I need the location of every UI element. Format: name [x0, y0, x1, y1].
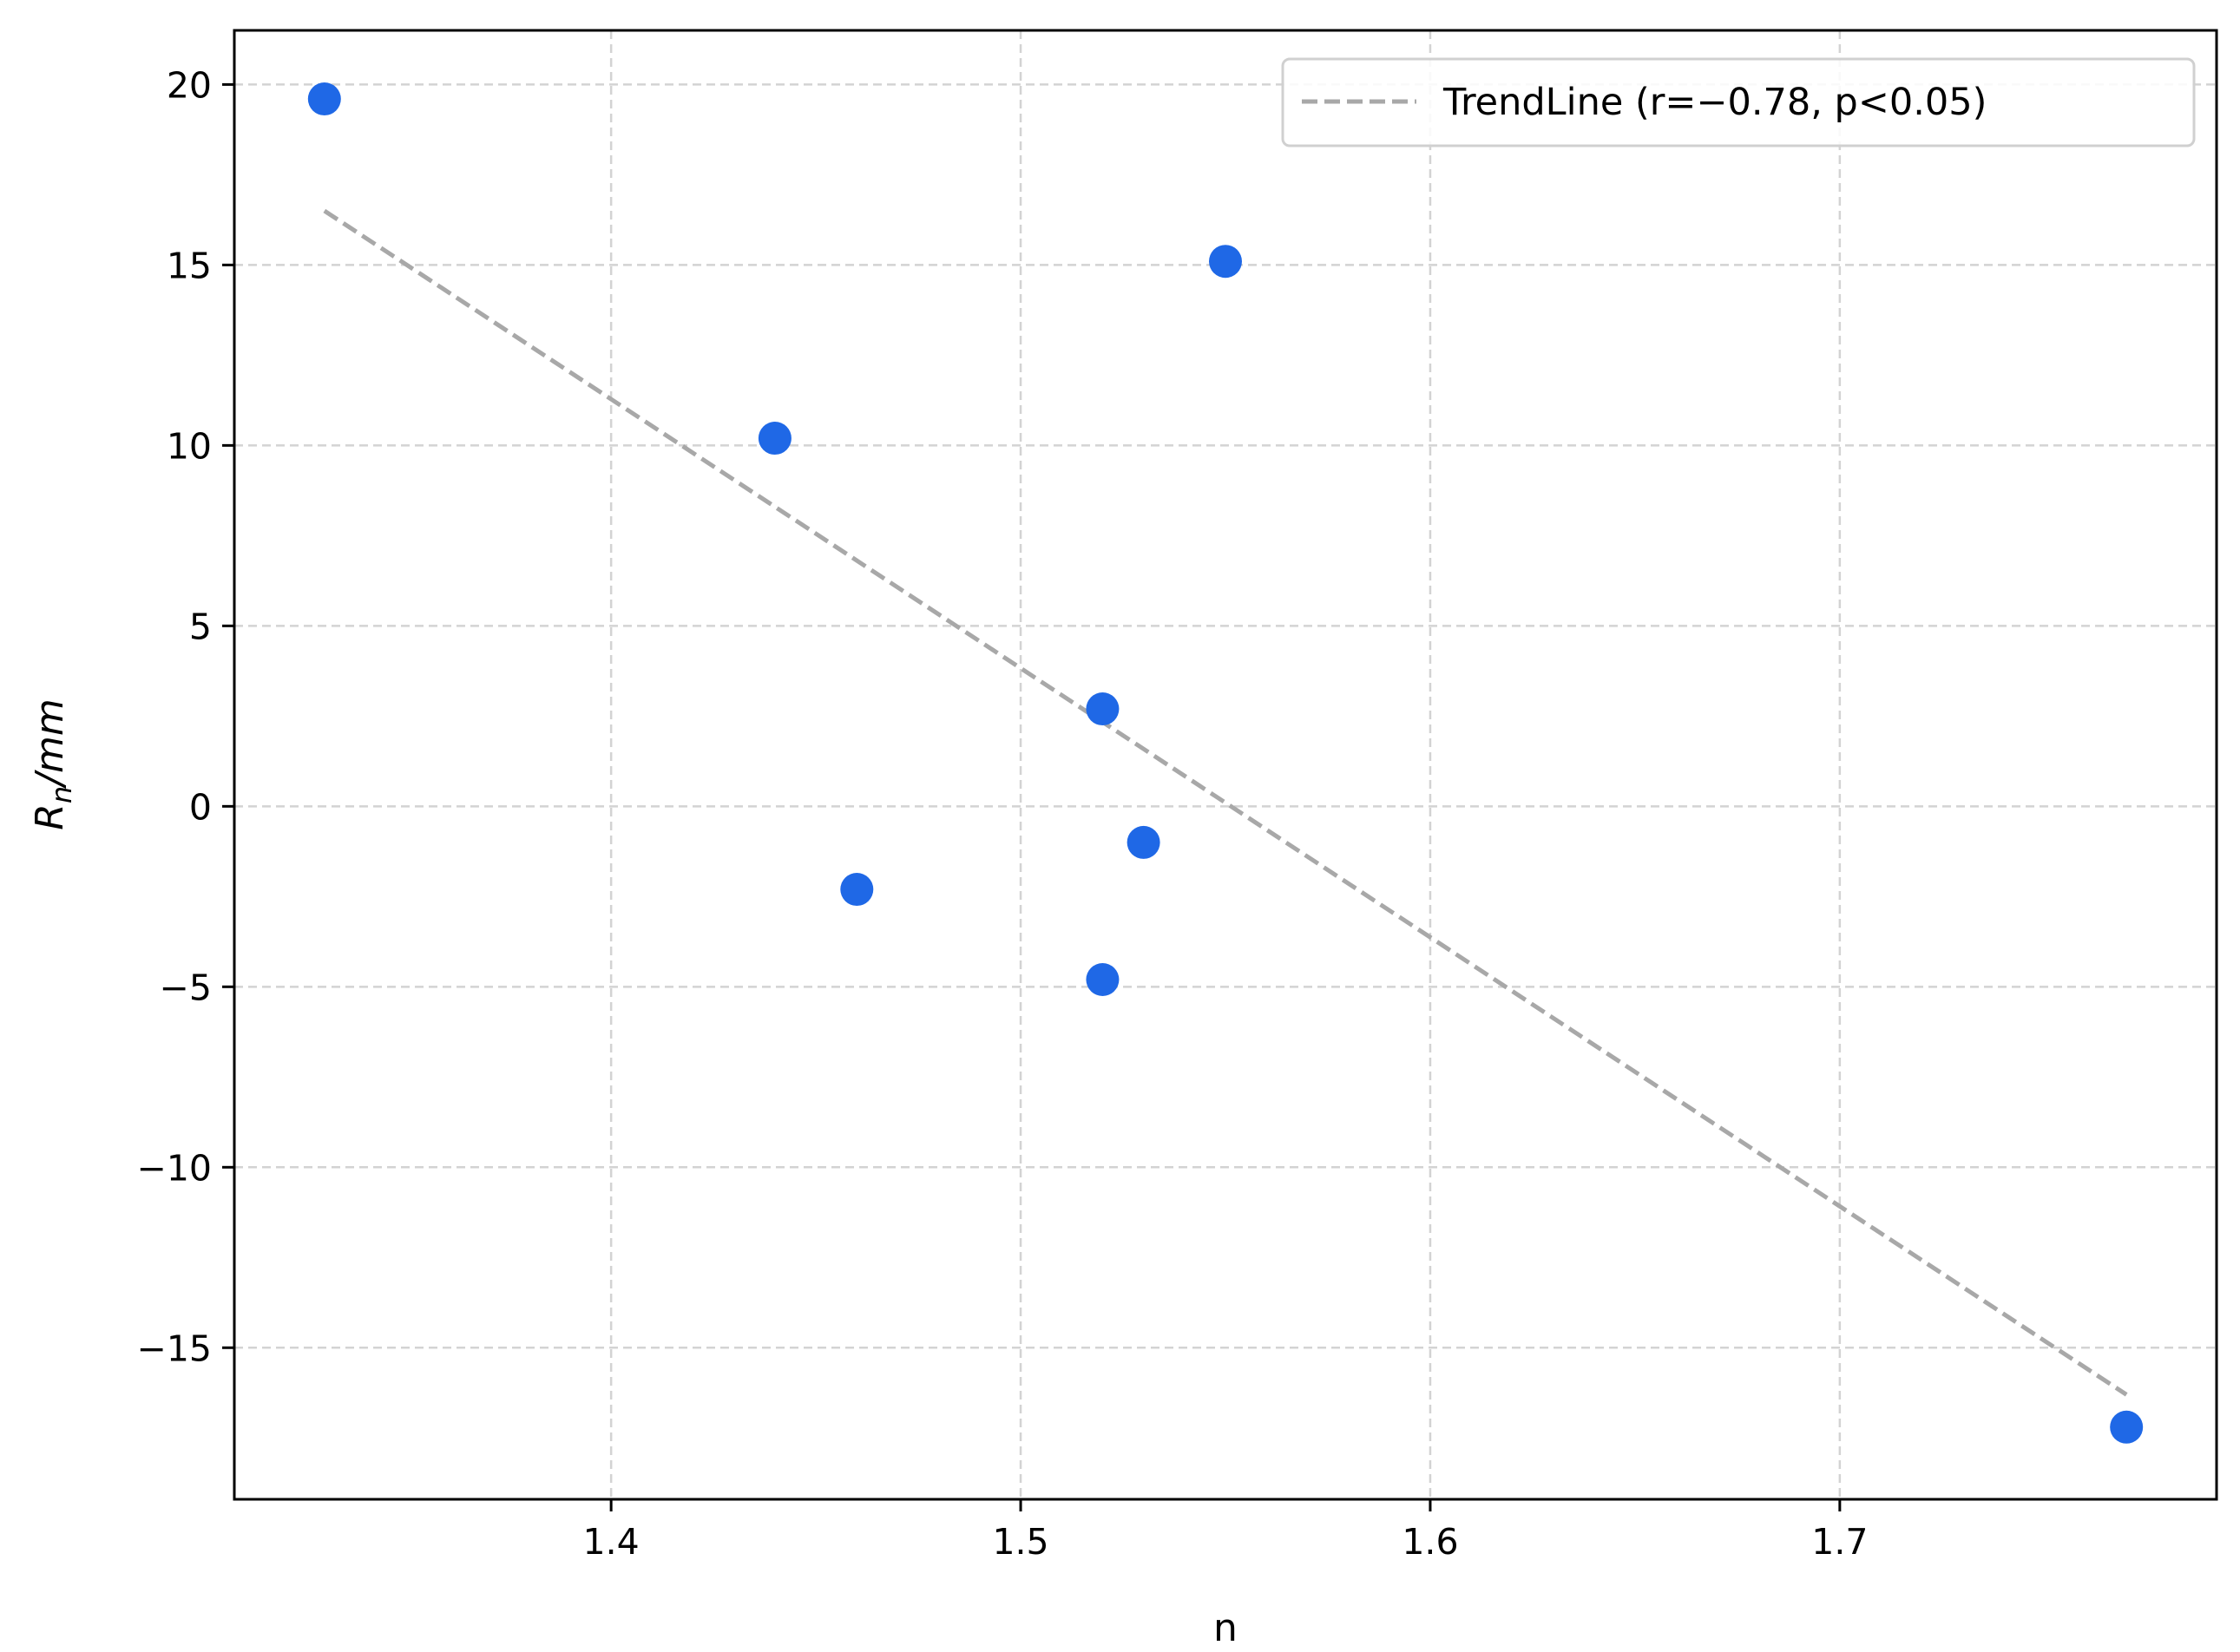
- y-axis-label: Rn/mm: [28, 698, 78, 829]
- x-axis-label: n: [1213, 1606, 1238, 1650]
- scatter-point: [307, 82, 341, 116]
- y-axis-label-unit: /mm: [28, 698, 72, 790]
- y-axis-ticks: −15 −10 −5 0 5 10 15 20: [136, 64, 234, 1369]
- plot-frame: [233, 29, 2218, 1501]
- x-tick-label: 1.5: [992, 1521, 1048, 1563]
- y-axis-label-symbol: R: [28, 803, 72, 830]
- x-tick-label: 1.4: [583, 1521, 640, 1563]
- y-tick-label: 10: [167, 425, 212, 467]
- x-tick-label: 1.7: [1811, 1521, 1868, 1563]
- legend-box: [1281, 57, 2196, 148]
- trendline-group: [323, 208, 2128, 1397]
- scatter-point: [1086, 692, 1120, 726]
- scatter-point: [1086, 963, 1120, 997]
- y-tick-label: −15: [136, 1328, 212, 1369]
- y-tick-label: 20: [167, 64, 212, 106]
- x-axis-ticks: 1.4 1.5 1.6 1.7: [583, 1499, 1868, 1563]
- data-points: [307, 82, 2144, 1444]
- y-tick-label: −5: [160, 967, 212, 1008]
- scatter-point: [1127, 825, 1160, 859]
- scatter-point: [1209, 245, 1242, 279]
- scatter-point: [758, 422, 792, 456]
- y-tick-label: 15: [167, 245, 212, 286]
- y-axis-label-subscript: n: [45, 786, 78, 803]
- trendline: [323, 208, 2128, 1397]
- y-tick-label: 5: [189, 606, 212, 647]
- x-tick-label: 1.6: [1402, 1521, 1458, 1563]
- scatter-point: [840, 873, 874, 907]
- legend-trendline-label: TrendLine (r=−0.78, p<0.05): [1442, 81, 1987, 124]
- y-tick-label: 0: [189, 786, 212, 828]
- y-tick-label: −10: [136, 1147, 212, 1189]
- scatter-point: [2110, 1410, 2144, 1444]
- legend: TrendLine (r=−0.78, p<0.05): [1281, 57, 2196, 148]
